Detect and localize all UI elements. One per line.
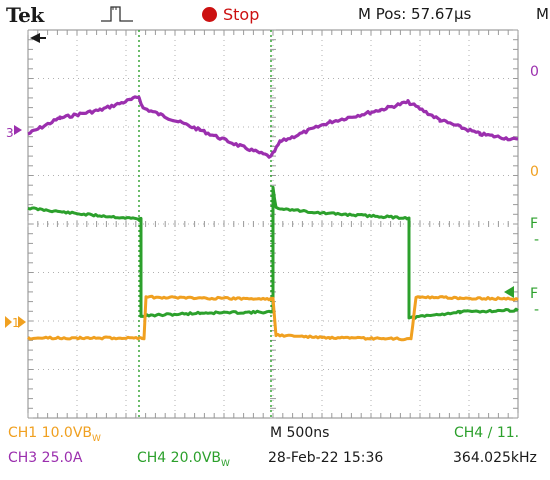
ch4-right-label-2: - (534, 232, 539, 248)
ch4-scale: CH4 20.0VBW (137, 450, 230, 469)
svg-text:3: 3 (6, 126, 14, 140)
horizontal-position-arrow-icon (30, 33, 46, 43)
menu-cut-label: M (536, 5, 549, 23)
ch3-right-label: 0 (530, 64, 539, 80)
ch1-ground-marker: 1 (5, 316, 26, 330)
ch4-right-label-1: F (530, 216, 538, 232)
stop-indicator-icon (202, 7, 217, 22)
datetime-readout: 28-Feb-22 15:36 (268, 450, 384, 466)
ch1-right-label: 0 (530, 164, 539, 180)
ch4-right-label-3: F (530, 286, 538, 302)
timebase-scale: M 500ns (270, 425, 330, 441)
trigger-level-marker (504, 286, 514, 298)
ch1-scale: CH1 10.0VBW (8, 425, 101, 444)
trigger-readout: CH4 ∕ 11. (454, 425, 520, 441)
svg-text:1: 1 (12, 316, 20, 330)
acquisition-status: Stop (223, 5, 260, 24)
ch1-waveform (27, 294, 519, 342)
readout-bar: CH1 10.0VBW M 500ns CH4 ∕ 11. CH3 25.0A … (0, 418, 550, 480)
trigger-pulse-icon (101, 6, 133, 22)
frequency-readout: 364.025kHz (453, 450, 537, 466)
ch1-scale-text: CH1 10.0VB (8, 425, 93, 441)
ch3-ground-marker: 3 (6, 125, 22, 140)
brand-logo: Tek (6, 3, 44, 27)
ch4-right-label-4: - (534, 302, 539, 318)
horizontal-position: M Pos: 57.67µs (358, 5, 472, 23)
ch3-scale: CH3 25.0A (8, 450, 83, 466)
ch3-waveform (27, 95, 519, 159)
status-bar: Tek Stop M Pos: 57.67µs M (0, 0, 550, 30)
ch1-bandwidth-sub: W (92, 433, 101, 444)
ch4-bandwidth-sub: W (221, 458, 230, 469)
ch4-scale-text: CH4 20.0VB (137, 450, 222, 466)
